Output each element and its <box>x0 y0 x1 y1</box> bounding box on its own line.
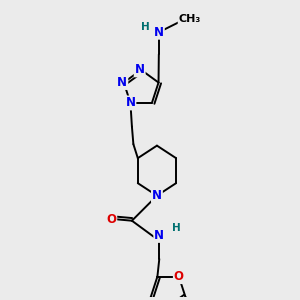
Text: O: O <box>174 270 184 283</box>
Text: N: N <box>154 229 164 242</box>
Text: O: O <box>106 213 116 226</box>
Text: H: H <box>141 22 150 32</box>
Text: CH₃: CH₃ <box>178 14 201 24</box>
Text: N: N <box>117 76 127 89</box>
Text: N: N <box>154 26 164 39</box>
Text: H: H <box>172 223 181 233</box>
Text: N: N <box>135 63 145 76</box>
Text: N: N <box>125 96 135 110</box>
Text: N: N <box>152 189 162 202</box>
